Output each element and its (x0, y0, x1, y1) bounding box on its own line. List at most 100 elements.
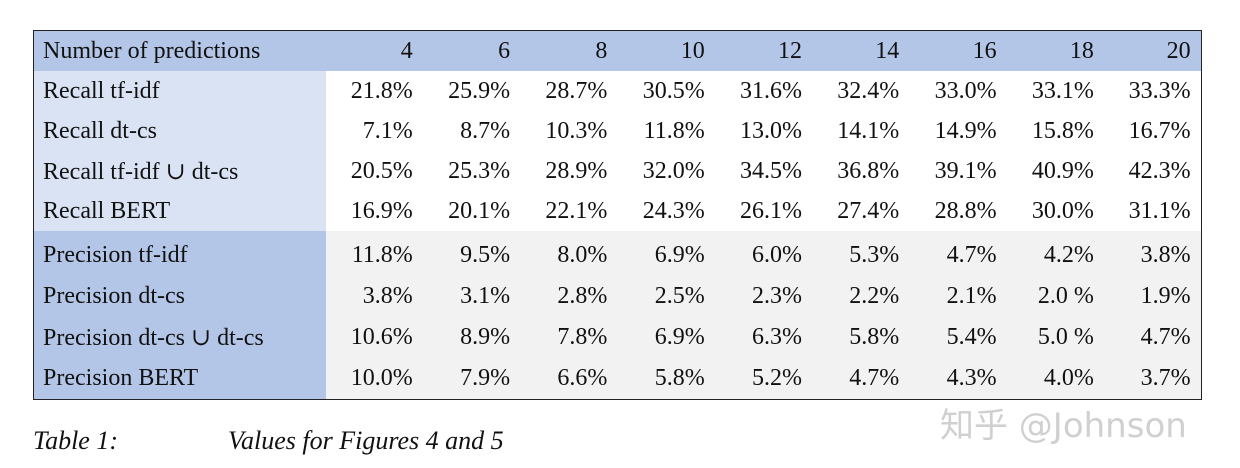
cell: 31.1% (1103, 191, 1202, 231)
cell: 8 (520, 30, 618, 71)
cell: 4.2% (1006, 231, 1104, 276)
cell: 6.0% (714, 231, 812, 276)
cell: 2.2% (811, 276, 910, 317)
cell: 2.5% (617, 276, 715, 317)
cell: 28.7% (520, 71, 618, 111)
table-row: Precision BERT 10.0% 7.9% 6.6% 5.8% 5.2% 4.7% 4… (33, 358, 1202, 400)
cell: 5.0 % (1006, 317, 1104, 358)
cell: 32.0% (617, 151, 715, 191)
table-body: Number of predictions 4 6 8 10 12 14 16 18 20 Reca… (33, 30, 1202, 400)
row-label: Precision dt-cs (33, 276, 326, 317)
cell: 4.3% (909, 358, 1007, 400)
cell: 18 (1006, 30, 1104, 71)
cell: 33.1% (1006, 71, 1104, 111)
cell: 11.8% (325, 231, 423, 276)
row-label: Precision tf-idf (33, 231, 326, 276)
cell: 10 (617, 30, 715, 71)
cell: 30.0% (1006, 191, 1104, 231)
cell: 4 (325, 30, 423, 71)
cell: 6.3% (714, 317, 812, 358)
cell: 10.3% (520, 111, 618, 151)
cell: 5.4% (909, 317, 1007, 358)
cell: 21.8% (325, 71, 423, 111)
cell: 5.8% (811, 317, 910, 358)
cell: 20 (1103, 30, 1202, 71)
cell: 2.3% (714, 276, 812, 317)
row-label: Recall tf-idf ∪ dt-cs (33, 151, 326, 191)
cell: 16 (909, 30, 1007, 71)
table-row: Recall tf-idf ∪ dt-cs 20.5% 25.3% 28.9% 32.0… (33, 151, 1202, 191)
cell: 12 (714, 30, 812, 71)
cell: 36.8% (811, 151, 910, 191)
row-label: Precision dt-cs ∪ dt-cs (33, 317, 326, 358)
cell: 31.6% (714, 71, 812, 111)
cell: 13.0% (714, 111, 812, 151)
cell: 4.7% (811, 358, 910, 400)
table-row: Precision tf-idf 11.8% 9.5% 8.0% 6.9% 6.0% 5.3… (33, 231, 1202, 276)
cell: 33.3% (1103, 71, 1202, 111)
cell: 8.9% (422, 317, 521, 358)
cell: 10.6% (325, 317, 423, 358)
cell: 3.8% (1103, 231, 1202, 276)
cell: 2.0 % (1006, 276, 1104, 317)
cell: 1.9% (1103, 276, 1202, 317)
table-row: Recall tf-idf 21.8% 25.9% 28.7% 30.5% 31.6% 32… (33, 71, 1202, 111)
table-row: Recall BERT 16.9% 20.1% 22.1% 24.3% 26.1% 27.4… (33, 191, 1202, 231)
cell: 16.9% (325, 191, 423, 231)
cell: 32.4% (811, 71, 910, 111)
row-label: Recall dt-cs (33, 111, 326, 151)
cell: 8.0% (520, 231, 618, 276)
cell: 8.7% (422, 111, 521, 151)
cell: 16.7% (1103, 111, 1202, 151)
cell: 6.9% (617, 231, 715, 276)
cell: 42.3% (1103, 151, 1202, 191)
caption-label: Table 1: (33, 426, 118, 455)
row-label: Precision BERT (33, 358, 326, 400)
data-table: Number of predictions 4 6 8 10 12 14 16 18 20 Reca… (33, 30, 1202, 400)
cell: 20.1% (422, 191, 521, 231)
cell: 34.5% (714, 151, 812, 191)
cell: 3.7% (1103, 358, 1202, 400)
row-label: Number of predictions (33, 30, 326, 71)
cell: 25.3% (422, 151, 521, 191)
cell: 30.5% (617, 71, 715, 111)
row-label: Recall tf-idf (33, 71, 326, 111)
caption-text: Values for Figures 4 and 5 (228, 426, 504, 455)
cell: 40.9% (1006, 151, 1104, 191)
cell: 5.8% (617, 358, 715, 400)
table-row: Precision dt-cs ∪ dt-cs 10.6% 8.9% 7.8% 6.9%… (33, 317, 1202, 358)
cell: 3.8% (325, 276, 423, 317)
cell: 5.2% (714, 358, 812, 400)
cell: 6.6% (520, 358, 618, 400)
row-label: Recall BERT (33, 191, 326, 231)
cell: 5.3% (811, 231, 910, 276)
cell: 33.0% (909, 71, 1007, 111)
cell: 4.7% (909, 231, 1007, 276)
cell: 27.4% (811, 191, 910, 231)
cell: 20.5% (325, 151, 423, 191)
watermark: 知乎 @Johnson (940, 406, 1187, 446)
cell: 14.9% (909, 111, 1007, 151)
cell: 7.9% (422, 358, 521, 400)
cell: 4.0% (1006, 358, 1104, 400)
table-row: Number of predictions 4 6 8 10 12 14 16 18 20 (33, 30, 1202, 71)
cell: 3.1% (422, 276, 521, 317)
cell: 6.9% (617, 317, 715, 358)
cell: 14.1% (811, 111, 910, 151)
cell: 9.5% (422, 231, 521, 276)
cell: 26.1% (714, 191, 812, 231)
cell: 10.0% (325, 358, 423, 400)
cell: 7.8% (520, 317, 618, 358)
cell: 14 (811, 30, 910, 71)
cell: 28.8% (909, 191, 1007, 231)
cell: 2.8% (520, 276, 618, 317)
cell: 2.1% (909, 276, 1007, 317)
cell: 28.9% (520, 151, 618, 191)
cell: 22.1% (520, 191, 618, 231)
cell: 6 (422, 30, 521, 71)
cell: 7.1% (325, 111, 423, 151)
table-row: Precision dt-cs 3.8% 3.1% 2.8% 2.5% 2.3% 2.2% 2… (33, 276, 1202, 317)
cell: 11.8% (617, 111, 715, 151)
cell: 4.7% (1103, 317, 1202, 358)
